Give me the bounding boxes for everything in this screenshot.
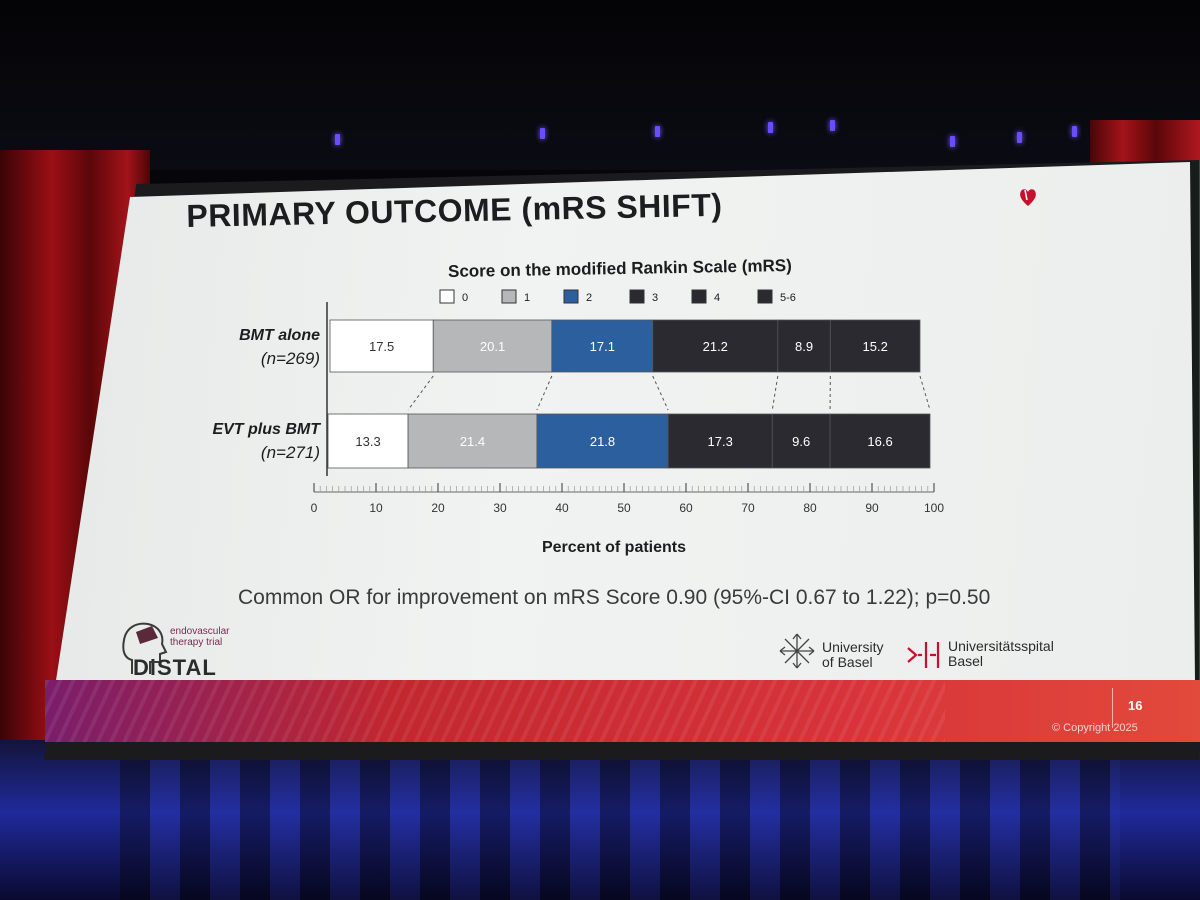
stage-floor [0,740,1200,900]
bar-value-label: 15.2 [863,339,888,354]
chart-legend: 0 1 2 3 4 5-6 [439,289,796,304]
shift-connector [407,375,434,411]
legend-label: 2 [586,292,592,304]
x-tick-label: 40 [555,501,569,515]
legend-label: 1 [524,292,530,304]
chart-title: Score on the modified Rankin Scale (mRS) [448,256,792,281]
aha-heart-logo [1020,189,1036,206]
distal-wordmark: DiSTAL [133,655,217,680]
x-tick-label: 10 [369,501,383,515]
usb-line2: Basel [948,653,984,669]
x-tick-label: 0 [311,501,318,515]
x-tick-label: 70 [741,501,755,515]
stage-lights [0,120,1200,150]
bar-segment [432,319,553,373]
chart-bars: 17.5 20.1 17.1 21.2 8.9 15.2 13.3 21.4 21.8 17.3 9… [326,302,931,476]
page-number: 16 [1128,698,1143,713]
bar-value-label: 17.3 [708,434,733,449]
universitaetsspital-basel-label: Universitätsspital Basel [948,639,1054,669]
bar-value-label: 17.5 [369,339,394,354]
university-of-basel-icon [779,633,815,669]
x-tick-label: 100 [924,501,944,515]
bar-segment [407,413,538,469]
shift-connector [536,375,553,411]
x-axis-label: Percent of patients [542,539,686,556]
university-of-basel-label: University of Basel [822,640,883,670]
bar-value-label: 8.9 [795,339,813,354]
slide-footer [45,680,1200,742]
shift-connector [919,375,931,411]
shift-connector [771,375,779,411]
auditorium-ceiling [0,0,1200,170]
bar-value-label: 21.2 [703,339,728,354]
legend-label: 0 [462,292,468,304]
legend-swatch [501,289,517,304]
category-n-label: (n=271) [261,443,320,462]
bar-value-label: 21.4 [460,434,485,449]
legend-label: 3 [652,292,658,304]
distal-head-logo [122,622,168,674]
category-label: EVT plus BMT [212,421,321,438]
x-tick-label: 30 [493,501,507,515]
bar-value-label: 21.8 [590,434,615,449]
bar-value-label: 20.1 [480,339,505,354]
legend-label: 4 [714,292,720,304]
mrs-stacked-bar-chart: Score on the modified Rankin Scale (mRS)… [212,256,944,556]
shift-connector [652,375,669,411]
bar-value-label: 13.3 [355,434,380,449]
bar-value-label: 17.1 [590,339,615,354]
bar-segment [327,413,409,469]
bar-segment [667,413,773,469]
universitaetsspital-basel-icon [907,642,940,668]
bar-segment [777,319,831,373]
category-labels: BMT alone (n=269) EVT plus BMT (n=271) [212,327,321,462]
bar-segment [536,413,669,469]
bar-segment [329,319,434,373]
legend-label: 5-6 [780,292,796,304]
unibasel-line1: University [822,639,884,655]
legend-swatch [757,289,773,304]
category-n-label: (n=269) [261,349,320,368]
legend-swatch [629,289,645,304]
legend-swatch [691,289,707,304]
usb-line1: Universitätsspital [948,638,1054,654]
stage-floor-pattern [120,760,1120,900]
shift-connector-lines [407,375,931,411]
x-tick-label: 60 [679,501,693,515]
bar-value-label: 9.6 [792,434,810,449]
category-label: BMT alone [239,327,320,344]
footer-divider [1112,688,1113,728]
unibasel-line2: of Basel [822,654,873,670]
bar-segment [829,413,931,469]
bar-value-label: 16.6 [867,434,892,449]
distal-subtitle: endovascular therapy trial [170,626,230,648]
legend-swatch [439,289,455,304]
x-tick-label: 20 [431,501,445,515]
x-tick-label: 80 [803,501,817,515]
bar-segment [829,319,921,373]
x-axis: 0 10 20 30 40 50 60 70 80 90 100 [311,483,944,515]
x-tick-label: 50 [617,501,631,515]
x-tick-label: 90 [865,501,879,515]
legend-swatch [563,289,579,304]
common-or-footnote: Common OR for improvement on mRS Score 0… [238,586,991,609]
copyright: © Copyright 2025 [1052,722,1138,734]
footer-wave-pattern [45,680,945,742]
